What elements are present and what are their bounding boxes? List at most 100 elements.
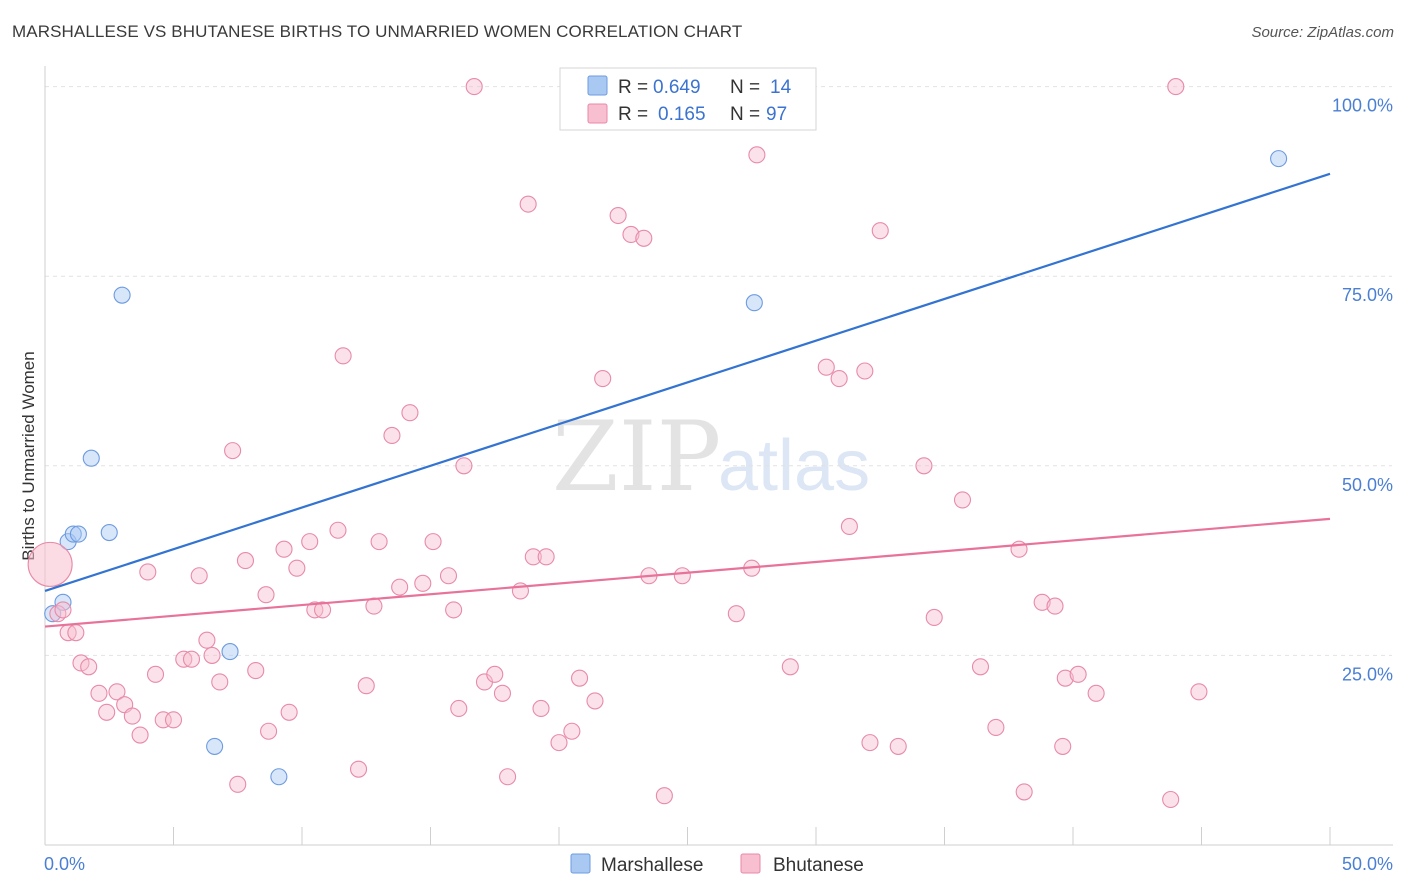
x-tick-label-0: 0.0% [44,854,85,874]
legend-n-value-marshallese: 14 [770,77,792,98]
y-tick-label-0: 25.0% [1342,664,1393,684]
point-bhutanese-5 [72,654,90,672]
point-bhutanese-8 [98,703,116,721]
points-layer [27,78,1288,809]
point-bhutanese-66 [622,225,640,244]
y-tick-label-1: 50.0% [1342,475,1393,495]
point-bhutanese-46 [439,567,458,585]
point-bhutanese-28 [260,722,278,740]
point-bhutanese-9 [108,683,126,701]
point-bhutanese-73 [748,146,766,164]
bottom-legend-label-bhutanese: Bhutanese [773,855,864,876]
point-bhutanese-53 [493,684,512,702]
point-bhutanese-83 [925,608,943,627]
point-bhutanese-50 [465,78,483,96]
point-bhutanese-90 [1046,597,1064,615]
point-bhutanese-25 [236,552,255,570]
point-bhutanese-75 [817,358,835,376]
legend-r-label-bhutanese: R = [618,104,648,125]
point-bhutanese-60 [550,734,568,752]
point-bhutanese-22 [211,673,229,691]
point-bhutanese-93 [1069,665,1087,683]
point-bhutanese-59 [537,548,555,566]
point-bhutanese-23 [224,442,242,460]
legend-n-label-marshallese: N = [730,77,760,98]
point-bhutanese-18 [182,650,201,668]
point-bhutanese-30 [280,703,298,721]
point-bhutanese-41 [383,426,401,445]
point-bhutanese-19 [190,567,208,585]
watermark-zip: ZIP [552,401,721,513]
point-marshallese-6 [100,523,118,542]
point-bhutanese-62 [571,669,589,687]
point-marshallese-12 [1270,150,1288,168]
point-bhutanese-4 [67,624,85,642]
point-bhutanese-78 [856,362,874,380]
point-bhutanese-95 [1162,790,1180,809]
point-bhutanese-7 [90,684,108,702]
point-bhutanese-82 [915,457,933,475]
point-bhutanese-97 [1190,683,1208,701]
point-bhutanese-2 [54,601,72,619]
point-marshallese-8 [206,737,224,755]
point-bhutanese-92 [1056,669,1074,687]
point-marshallese-3 [64,525,82,543]
top-legend: R = 0.649 N = 14 R = 0.165 N = 97 [559,67,817,131]
y-tick-label-3: 100.0% [1332,96,1393,116]
point-bhutanese-45 [424,533,442,551]
point-bhutanese-96 [1167,78,1185,96]
source-label: Source: ZipAtlas.com [1251,24,1394,41]
point-marshallese-9 [221,643,239,661]
point-marshallese-5 [82,449,100,467]
bottom-legend-swatch-bhutanese [740,853,761,874]
point-bhutanese-42 [391,578,409,596]
point-bhutanese-91 [1054,737,1072,755]
point-bhutanese-47 [445,601,463,619]
trendline-bhutanese [44,517,1331,628]
point-bhutanese-48 [450,699,468,718]
point-bhutanese-57 [524,548,542,566]
point-bhutanese-40 [370,533,388,551]
x-tick-labels: 0.0% 50.0% [44,854,1393,874]
point-bhutanese-35 [329,521,347,539]
point-bhutanese-76 [830,370,848,388]
point-bhutanese-26 [247,662,265,680]
point-bhutanese-54 [499,768,517,786]
point-marshallese-11 [745,294,763,312]
point-bhutanese-16 [164,711,183,729]
point-bhutanese-52 [486,665,504,683]
y-axis-label: Births to Unmarried Women [19,351,38,560]
point-bhutanese-31 [288,559,306,577]
point-marshallese-10 [270,768,288,786]
legend-r-value-bhutanese: 0.165 [658,104,706,125]
chart-title: MARSHALLESE VS BHUTANESE BIRTHS TO UNMAR… [12,22,743,41]
legend-n-value-bhutanese: 97 [766,104,787,125]
point-bhutanese-81 [889,737,907,755]
point-bhutanese-29 [275,540,293,558]
point-bhutanese-32 [301,533,319,551]
point-bhutanese-24 [229,775,247,793]
point-bhutanese-74 [781,658,799,676]
y-tick-labels: 25.0% 50.0% 75.0% 100.0% [1332,96,1393,685]
point-bhutanese-84 [953,491,972,509]
axes [44,66,1393,846]
point-bhutanese-63 [586,692,604,710]
point-bhutanese-89 [1033,593,1051,611]
point-bhutanese-34 [314,601,332,619]
point-bhutanese-15 [154,711,172,729]
point-marshallese-7 [113,286,131,304]
point-bhutanese-56 [519,195,537,213]
point-bhutanese-67 [635,229,653,247]
bottom-legend-label-marshallese: Marshallese [601,855,703,876]
point-bhutanese-38 [357,677,375,695]
point-bhutanese-36 [334,347,352,365]
point-marshallese-4 [69,525,87,543]
point-bhutanese-58 [532,699,550,718]
y-tick-label-2: 75.0% [1342,285,1393,305]
point-bhutanese-49 [455,457,473,475]
x-tick-label-1: 50.0% [1342,854,1393,874]
point-bhutanese-69 [655,787,673,805]
point-bhutanese-80 [871,222,889,240]
point-bhutanese-77 [840,517,858,536]
